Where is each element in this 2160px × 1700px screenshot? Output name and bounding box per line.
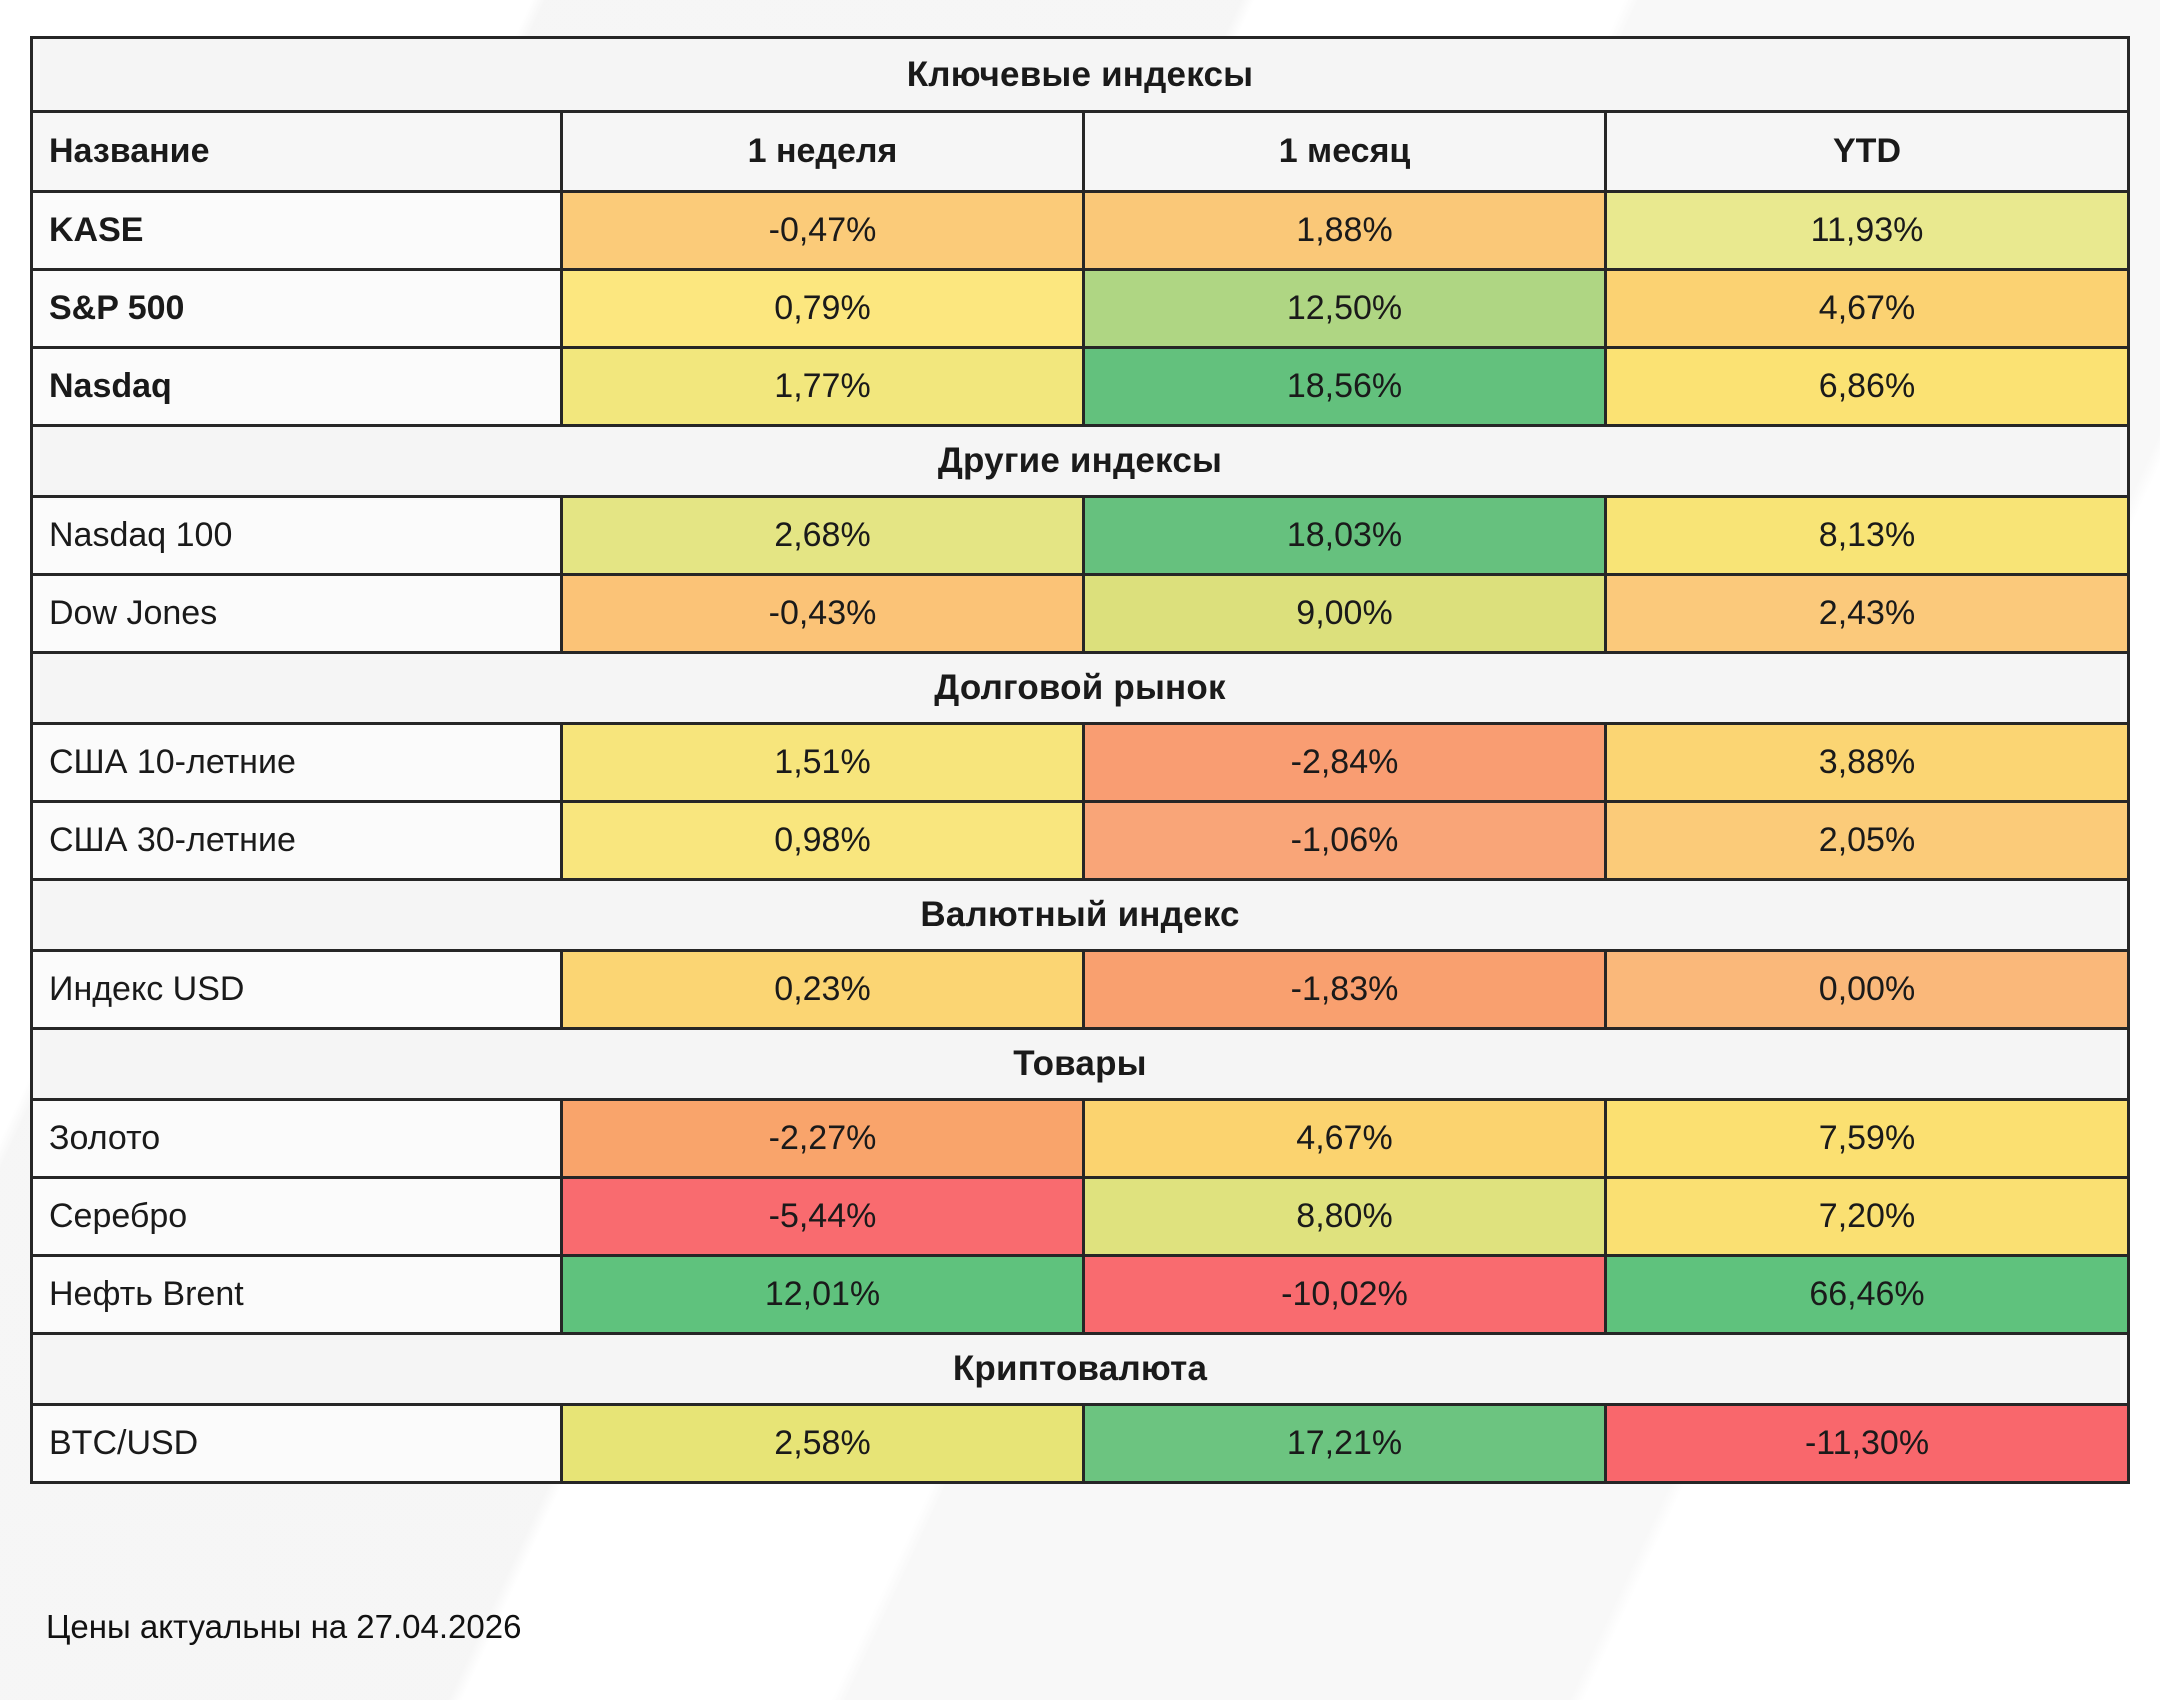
value-cell: 11,93% [1604,193,2127,268]
value-cell: 0,23% [560,952,1082,1027]
value-cell: 18,56% [1082,349,1604,424]
table-row: США 30-летние 0,98% -1,06% 2,05% [33,800,2127,878]
value-cell: 7,59% [1604,1101,2127,1176]
row-label: Серебро [33,1179,560,1254]
row-label: Нефть Brent [33,1257,560,1332]
value-cell: 12,50% [1082,271,1604,346]
value-cell: 12,01% [560,1257,1082,1332]
value-cell: -5,44% [560,1179,1082,1254]
table-row: Nasdaq 100 2,68% 18,03% 8,13% [33,495,2127,573]
row-label: США 30-летние [33,803,560,878]
table-row: Серебро -5,44% 8,80% 7,20% [33,1176,2127,1254]
value-cell: -10,02% [1082,1257,1604,1332]
value-cell: -0,47% [560,193,1082,268]
value-cell: 0,98% [560,803,1082,878]
column-header: YTD [1604,113,2127,190]
section-title-row: Товары [33,1027,2127,1098]
value-cell: 3,88% [1604,725,2127,800]
section-title-row: Криптовалюта [33,1332,2127,1403]
row-label: KASE [33,193,560,268]
value-cell: -2,27% [560,1101,1082,1176]
value-cell: -1,06% [1082,803,1604,878]
section-title-row: Ключевые индексы [33,39,2127,110]
section-title: Валютный индекс [920,895,1240,934]
table-row: S&P 500 0,79% 12,50% 4,67% [33,268,2127,346]
value-cell: 1,51% [560,725,1082,800]
column-header-row: Название 1 неделя 1 месяц YTD [33,110,2127,190]
table-row: Золото -2,27% 4,67% 7,59% [33,1098,2127,1176]
value-cell: -11,30% [1604,1406,2127,1481]
value-cell: 0,79% [560,271,1082,346]
table-row: США 10-летние 1,51% -2,84% 3,88% [33,722,2127,800]
section-title: Товары [1013,1044,1147,1083]
section-title-row: Другие индексы [33,424,2127,495]
column-header: 1 неделя [560,113,1082,190]
value-cell: 17,21% [1082,1406,1604,1481]
section-title: Ключевые индексы [906,54,1254,94]
value-cell: 18,03% [1082,498,1604,573]
market-performance-table: Ключевые индексы Название 1 неделя 1 месяц Y… [30,36,2130,1484]
value-cell: 1,77% [560,349,1082,424]
row-label: Dow Jones [33,576,560,651]
section-title: Другие индексы [937,441,1223,480]
column-header: 1 месяц [1082,113,1604,190]
value-cell: -2,84% [1082,725,1604,800]
value-cell: 2,58% [560,1406,1082,1481]
table-row: BTC/USD 2,58% 17,21% -11,30% [33,1403,2127,1481]
value-cell: 66,46% [1604,1257,2127,1332]
value-cell: 2,43% [1604,576,2127,651]
section-title-row: Валютный индекс [33,878,2127,949]
value-cell: -1,83% [1082,952,1604,1027]
value-cell: 0,00% [1604,952,2127,1027]
table-row: KASE -0,47% 1,88% 11,93% [33,190,2127,268]
row-label: Nasdaq [33,349,560,424]
row-label: BTC/USD [33,1406,560,1481]
row-label: США 10-летние [33,725,560,800]
table-row: Dow Jones -0,43% 9,00% 2,43% [33,573,2127,651]
value-cell: 6,86% [1604,349,2127,424]
section-title: Криптовалюта [952,1349,1208,1388]
value-cell: 8,80% [1082,1179,1604,1254]
value-cell: 8,13% [1604,498,2127,573]
value-cell: 4,67% [1604,271,2127,346]
table-row: Нефть Brent 12,01% -10,02% 66,46% [33,1254,2127,1332]
table-row: Индекс USD 0,23% -1,83% 0,00% [33,949,2127,1027]
value-cell: 1,88% [1082,193,1604,268]
row-label: Индекс USD [33,952,560,1027]
row-label: S&P 500 [33,271,560,346]
value-cell: 9,00% [1082,576,1604,651]
section-title: Долговой рынок [934,668,1226,707]
column-header-name: Название [33,113,560,190]
section-title-row: Долговой рынок [33,651,2127,722]
value-cell: -0,43% [560,576,1082,651]
row-label: Золото [33,1101,560,1176]
value-cell: 4,67% [1082,1101,1604,1176]
table-row: Nasdaq 1,77% 18,56% 6,86% [33,346,2127,424]
value-cell: 7,20% [1604,1179,2127,1254]
value-cell: 2,68% [560,498,1082,573]
row-label: Nasdaq 100 [33,498,560,573]
price-date-note: Цены актуальны на 27.04.2026 [46,1608,522,1645]
value-cell: 2,05% [1604,803,2127,878]
